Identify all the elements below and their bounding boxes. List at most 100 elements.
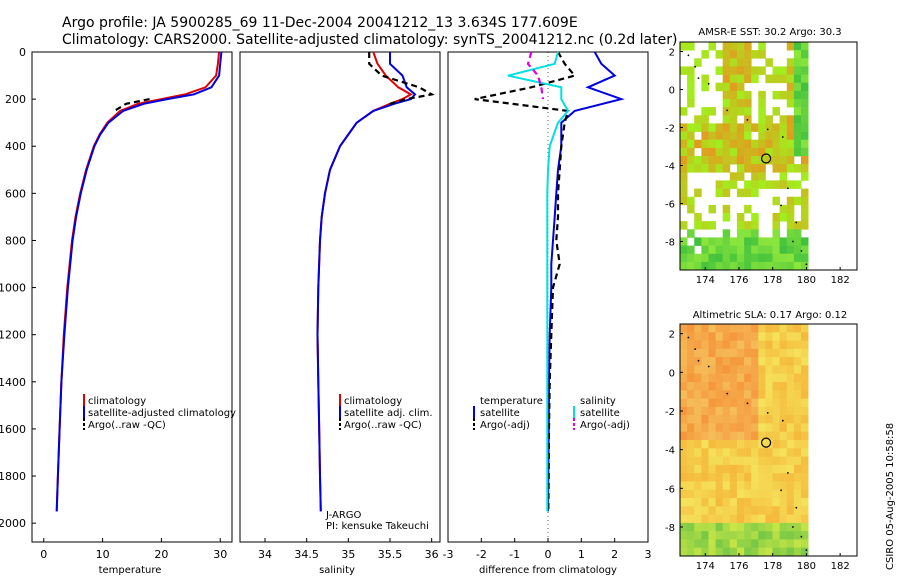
map-cell [786,514,795,524]
series-line-climatology [55,51,221,512]
map-cell [715,456,724,466]
map-cell [722,123,731,132]
map-cell [779,539,788,549]
map-cell [694,139,702,149]
map-cell [744,139,752,149]
x-tick-label: 0 [545,548,552,561]
map-cell [694,390,702,399]
map-cell [722,506,731,515]
map-cell [729,415,738,424]
map-cell [801,348,809,358]
legend-title-temperature: temperature [480,396,543,407]
map-cell [779,115,788,124]
map-cell [701,253,709,263]
map-cell [786,489,795,499]
map-cell [758,107,766,116]
map-cell [765,398,773,408]
map-cell [715,156,724,165]
map-cell [708,245,716,255]
map-cell [729,440,738,449]
map-cell [722,514,731,524]
map-cell [701,261,709,271]
map-cell [708,123,716,132]
map-cell [687,539,695,549]
map-cell [708,147,716,157]
map-cell [722,107,731,116]
map-cell [765,431,773,441]
map-cell [680,448,688,457]
map-cell [715,365,724,375]
coastline-dot [766,412,769,414]
map-cell [680,539,688,549]
map-cell [736,164,745,173]
map-cell [694,489,702,499]
map-cell [744,423,752,433]
map-cell [779,139,788,149]
map-cell [736,357,745,366]
map-cell [687,431,695,441]
map-cell [680,66,688,75]
map-cell [751,390,759,399]
map-cell [786,99,795,108]
map-cell [701,539,709,549]
map-cell [708,506,716,515]
map-cell [701,531,709,540]
map-cell [736,74,745,84]
map-cell [736,481,745,491]
map-cell [758,382,766,391]
map-cell [736,107,745,116]
map-cell [715,131,724,141]
series-line-argo [113,98,150,112]
map-cell [793,448,802,457]
map-cell [751,506,759,515]
map-cell [722,90,731,100]
map-cell [687,139,695,149]
coastline-dot [792,526,794,528]
map-cell [793,237,802,246]
map-cell [722,473,731,482]
map-cell [744,357,752,366]
map-cell [786,440,795,449]
map-cell [751,213,759,222]
x-tick-label: 34.5 [294,548,319,561]
map-cell [694,324,702,333]
map-y-tick-label: -6 [665,484,675,495]
map-cell [722,229,731,238]
map-cell [715,498,724,507]
map-cell [772,164,780,173]
map-cell [701,245,709,255]
map-cell [779,348,788,358]
map-cell [715,506,724,515]
map-cell [786,473,795,482]
x-tick-label: 36 [425,548,439,561]
coastline-dot [697,359,700,362]
map-cell [772,245,780,255]
map-cell [793,115,802,124]
legend-label: Argo(-adj) [480,420,530,431]
map-y-tick-label: 2 [669,48,675,59]
map-cell [801,196,809,206]
map-cell [765,531,773,540]
map-cell [701,415,709,424]
map-cell [694,514,702,524]
map-x-tick-label: 176 [729,561,748,572]
map-cell [736,147,745,157]
map-cell [772,348,780,358]
map-cell [801,448,809,457]
map-cell [680,506,688,515]
map-cell [680,498,688,507]
map-cell [715,481,724,491]
map-cell [772,324,780,333]
map-cell [765,131,773,141]
map-cell [694,357,702,366]
map-cell [729,406,738,416]
map-cell [701,506,709,515]
map-x-tick-label: 182 [831,275,850,286]
map-cell [751,188,759,198]
map-cell [801,382,809,391]
map-cell [751,498,759,507]
coastline-dot [800,535,803,538]
map-cell [786,522,795,532]
map-cell [694,253,702,263]
map-cell [765,406,773,416]
